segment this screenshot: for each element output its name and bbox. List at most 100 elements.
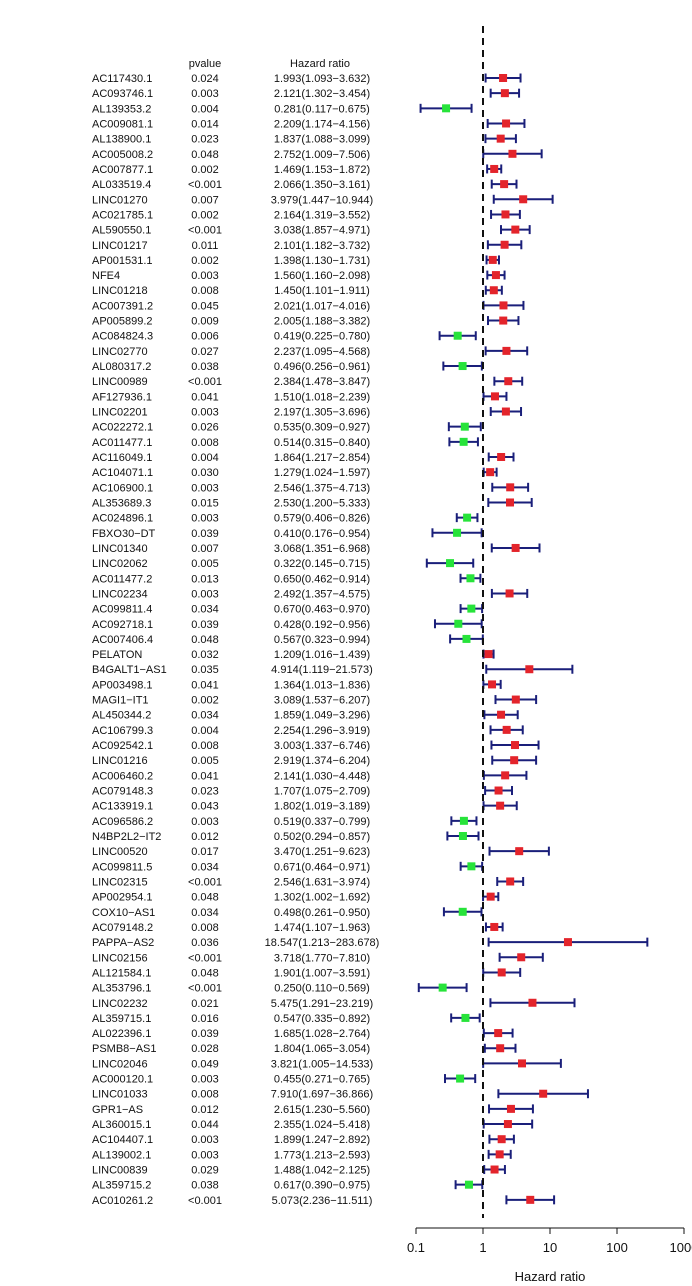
x-tick-label: 100	[606, 1240, 628, 1255]
forest-row: LINC01270 0.007 3.979(1.447−10.944)	[92, 194, 373, 206]
hazard-ratio-marker	[502, 725, 511, 734]
forest-row: AC084824.3 0.006 0.419(0.225−0.780)	[92, 331, 370, 343]
hazard-ratio-label: 0.455(0.271−0.765)	[274, 1074, 370, 1086]
forest-row: N4BP2L2−IT2 0.012 0.502(0.294−0.857)	[92, 831, 370, 843]
hazard-ratio-label: 1.864(1.217−2.854)	[274, 452, 370, 464]
pvalue-label: 0.003	[191, 588, 219, 600]
gene-label: AC096586.2	[92, 816, 153, 828]
hazard-ratio-label: 1.802(1.019−3.189)	[274, 801, 370, 813]
forest-row: AL139353.2 0.004 0.281(0.117−0.675)	[92, 103, 370, 115]
hazard-ratio-marker	[518, 1059, 527, 1068]
x-axis-label: Hazard ratio	[515, 1269, 586, 1284]
hazard-ratio-marker	[464, 1180, 473, 1189]
hazard-ratio-label: 3.821(1.005−14.533)	[271, 1058, 373, 1070]
pvalue-label: 0.017	[191, 846, 219, 858]
hazard-ratio-marker	[495, 1150, 504, 1159]
hazard-ratio-label: 2.254(1.296−3.919)	[274, 725, 370, 737]
pvalue-label: 0.004	[191, 103, 219, 115]
gene-label: AF127936.1	[92, 391, 152, 403]
x-axis: 0.1 1 10 100 1000	[407, 1227, 692, 1255]
pvalue-label: <0.001	[188, 376, 222, 388]
pvalue-label: 0.008	[191, 437, 219, 449]
gene-label: AC092718.1	[92, 619, 153, 631]
gene-label: AC011477.1	[92, 437, 152, 449]
forest-row: AC093746.1 0.003 2.121(1.302−3.454)	[92, 88, 370, 100]
forest-row: FBXO30−DT 0.039 0.410(0.176−0.954)	[92, 528, 370, 540]
gene-label: LINC00989	[92, 376, 148, 388]
pvalue-label: 0.043	[191, 801, 219, 813]
gene-label: AC079148.3	[92, 786, 153, 798]
hazard-ratio-marker	[438, 983, 447, 992]
forest-row: AC104071.1 0.030 1.279(1.024−1.597)	[92, 467, 370, 479]
hazard-ratio-marker	[510, 741, 519, 750]
gene-label: AC084824.3	[92, 331, 153, 343]
hazard-ratio-marker	[453, 331, 462, 340]
gene-label: AL139353.2	[92, 103, 151, 115]
hazard-ratio-marker	[519, 195, 528, 204]
hazard-ratio-label: 2.355(1.024−5.418)	[274, 1119, 370, 1131]
pvalue-label: 0.015	[191, 497, 219, 509]
forest-row: AL022396.1 0.039 1.685(1.028−2.764)	[92, 1028, 370, 1040]
hazard-ratio-label: 0.670(0.463−0.970)	[274, 604, 370, 616]
hazard-ratio-marker	[490, 164, 499, 173]
pvalue-label: 0.006	[191, 331, 219, 343]
pvalue-label: 0.026	[191, 422, 219, 434]
forest-row: COX10−AS1 0.034 0.498(0.261−0.950)	[92, 907, 370, 919]
gene-label: FBXO30−DT	[92, 528, 156, 540]
forest-row: LINC01340 0.007 3.068(1.351−6.968)	[92, 543, 370, 555]
hazard-ratio-label: 1.859(1.049−3.296)	[274, 710, 370, 722]
pvalue-label: 0.041	[191, 770, 219, 782]
gene-label: NFE4	[92, 270, 120, 282]
hazard-ratio-label: 2.021(1.017−4.016)	[274, 300, 370, 312]
pvalue-label: <0.001	[188, 225, 222, 237]
gene-label: AC007877.1	[92, 164, 153, 176]
gene-label: LINC02046	[92, 1058, 148, 1070]
hazard-ratio-marker	[506, 877, 515, 886]
forest-row: AF127936.1 0.041 1.510(1.018−2.239)	[92, 391, 370, 403]
pvalue-label: 0.002	[191, 255, 219, 267]
hazard-ratio-marker	[506, 1104, 515, 1113]
gene-label: GPR1−AS	[92, 1104, 143, 1116]
hazard-ratio-marker	[496, 801, 505, 810]
pvalue-label: 0.048	[191, 892, 219, 904]
gene-label: PSMB8−AS1	[92, 1043, 157, 1055]
gene-label: AL359715.2	[92, 1180, 151, 1192]
forest-row: B4GALT1−AS1 0.035 4.914(1.119−21.573)	[92, 664, 373, 676]
pvalue-label: 0.008	[191, 1089, 219, 1101]
forest-row: AC024896.1 0.003 0.579(0.406−0.826)	[92, 513, 370, 525]
forest-row: AC006460.2 0.041 2.141(1.030−4.448)	[92, 770, 370, 782]
gene-label: PAPPA−AS2	[92, 937, 154, 949]
forest-row: AC106799.3 0.004 2.254(1.296−3.919)	[92, 725, 370, 737]
forest-row: AL138900.1 0.023 1.837(1.088−3.099)	[92, 134, 370, 146]
pvalue-label: 0.003	[191, 513, 219, 525]
hazard-ratio-marker	[517, 953, 526, 962]
hazard-ratio-label: 2.752(1.009−7.506)	[274, 149, 370, 161]
pvalue-label: 0.049	[191, 1058, 219, 1070]
hazard-ratio-marker	[539, 1089, 548, 1098]
hazard-ratio-label: 1.899(1.247−2.892)	[274, 1134, 370, 1146]
forest-row: LINC00839 0.029 1.488(1.042−2.125)	[92, 1165, 370, 1177]
hazard-ratio-label: 2.492(1.357−4.575)	[274, 588, 370, 600]
hazard-ratio-marker	[460, 422, 469, 431]
pvalue-label: 0.013	[191, 573, 219, 585]
pvalue-label: 0.008	[191, 740, 219, 752]
gene-label: AL080317.2	[92, 361, 151, 373]
hazard-ratio-label: 2.530(1.200−5.333)	[274, 497, 370, 509]
pvalue-column-header: pvalue	[189, 58, 221, 70]
forest-row: AC092542.1 0.008 3.003(1.337−6.746)	[92, 740, 370, 752]
pvalue-label: 0.034	[191, 861, 219, 873]
pvalue-label: <0.001	[188, 1195, 222, 1207]
forest-rows: AC117430.1 0.024 1.993(1.093−3.632) AC09374…	[92, 73, 379, 1207]
hazard-ratio-marker	[490, 392, 499, 401]
gene-label: AC011477.2	[92, 573, 152, 585]
forest-row: AC096586.2 0.003 0.519(0.337−0.799)	[92, 816, 370, 828]
gene-label: MAGI1−IT1	[92, 695, 149, 707]
forest-row: AC011477.2 0.013 0.650(0.462−0.914)	[92, 573, 370, 585]
pvalue-label: 0.008	[191, 285, 219, 297]
forest-row: AL450344.2 0.034 1.859(1.049−3.296)	[92, 710, 370, 722]
forest-row: AC092718.1 0.039 0.428(0.192−0.956)	[92, 619, 370, 631]
gene-label: LINC02232	[92, 998, 148, 1010]
gene-label: AC021785.1	[92, 209, 153, 221]
gene-label: AP002954.1	[92, 892, 153, 904]
hazard-ratio-label: 0.322(0.145−0.715)	[274, 558, 370, 570]
